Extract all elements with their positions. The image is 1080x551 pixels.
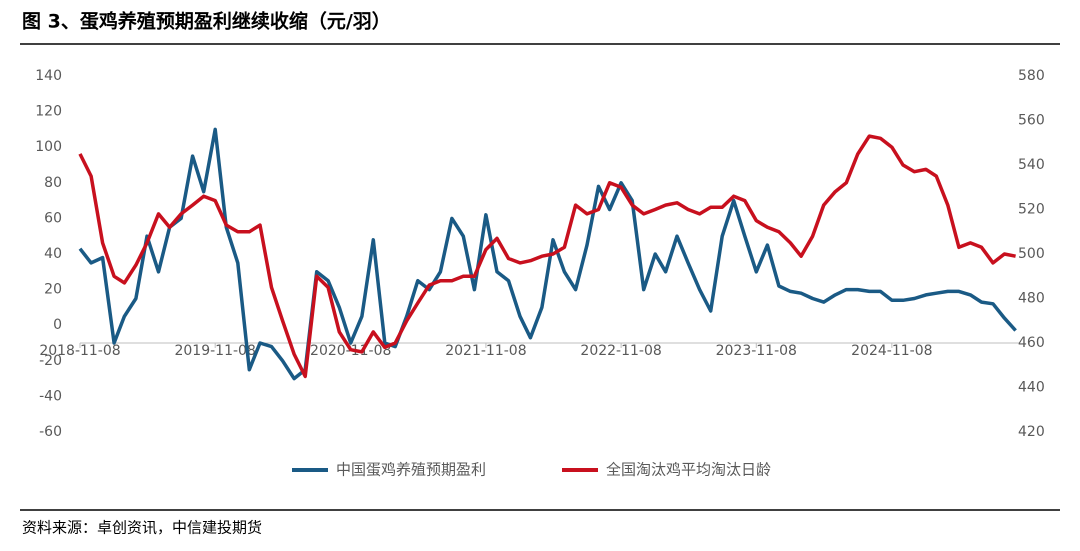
legend-label: 中国蛋鸡养殖预期盈利	[336, 461, 486, 479]
y2-tick-label: 500	[1018, 246, 1045, 262]
y2-tick-label: 420	[1018, 424, 1045, 440]
source-note: 资料来源：卓创资讯，中信建投期货	[22, 519, 262, 537]
legend-label: 全国淘汰鸡平均淘汰日龄	[606, 461, 771, 479]
x-tick-label: 2023-11-08	[716, 343, 797, 359]
y2-tick-label: 460	[1018, 335, 1045, 351]
y2-tick-label: 440	[1018, 380, 1045, 396]
y-tick-label: 100	[35, 139, 62, 155]
x-tick-label: 2021-11-08	[445, 343, 526, 359]
y-tick-label: -40	[39, 388, 62, 404]
x-tick-label: 2018-11-08	[39, 343, 120, 359]
y-tick-label: 60	[44, 210, 62, 226]
x-tick-label: 2022-11-08	[580, 343, 661, 359]
y2-tick-label: 520	[1018, 202, 1045, 218]
y-tick-label: 20	[44, 282, 62, 298]
series-line	[78, 134, 1016, 379]
x-tick-label: 2024-11-08	[851, 343, 932, 359]
y2-tick-label: 580	[1018, 68, 1045, 84]
series-line	[78, 127, 1017, 381]
y-tick-label: -20	[39, 353, 62, 369]
y-tick-label: -60	[39, 424, 62, 440]
y-tick-label: 120	[35, 104, 62, 120]
chart-title: 图 3、蛋鸡养殖预期盈利继续收缩（元/羽）	[22, 10, 391, 33]
y2-tick-label: 480	[1018, 291, 1045, 307]
y2-tick-label: 540	[1018, 157, 1045, 173]
y-tick-label: 80	[44, 175, 62, 191]
y2-tick-label: 560	[1018, 113, 1045, 129]
y-tick-label: 0	[53, 317, 62, 333]
y-tick-label: 40	[44, 246, 62, 262]
y-tick-label: 140	[35, 68, 62, 84]
x-tick-label: 2019-11-08	[174, 343, 255, 359]
